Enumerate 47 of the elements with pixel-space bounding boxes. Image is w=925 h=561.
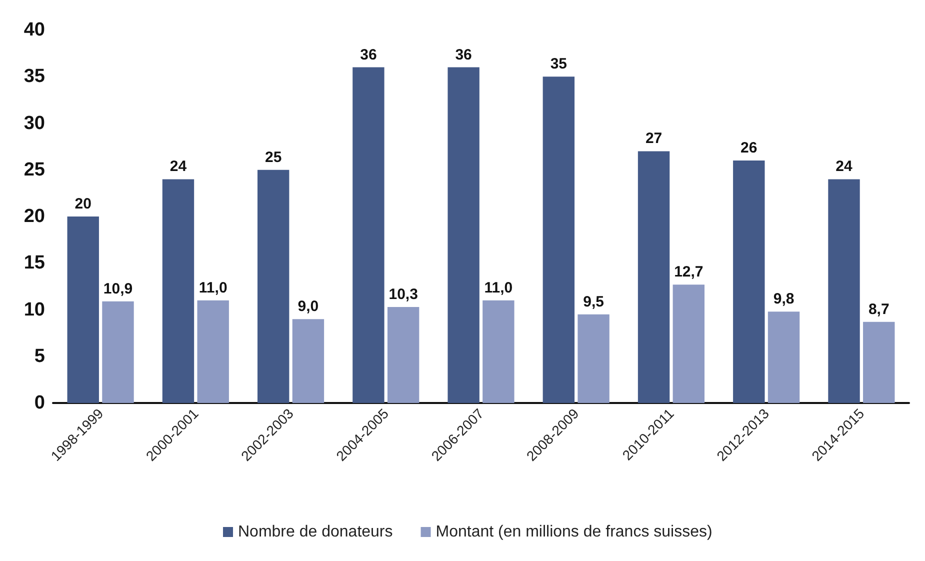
bar xyxy=(733,160,765,403)
bar xyxy=(292,319,324,403)
data-label: 10,9 xyxy=(103,280,133,298)
bar xyxy=(863,322,895,403)
data-label: 36 xyxy=(360,46,377,64)
data-label: 10,3 xyxy=(388,286,418,303)
bar xyxy=(352,67,384,403)
bar xyxy=(102,301,134,403)
bar xyxy=(768,312,800,403)
data-label: 35 xyxy=(550,56,568,73)
bar xyxy=(482,300,514,403)
bar xyxy=(672,284,705,403)
data-label: 9,0 xyxy=(298,298,319,316)
bar xyxy=(162,179,194,403)
y-tick-label: 0 xyxy=(34,392,45,414)
data-label: 24 xyxy=(836,158,854,176)
bar xyxy=(197,300,229,403)
bar xyxy=(542,76,575,403)
data-label: 36 xyxy=(455,46,472,64)
data-label: 9,8 xyxy=(773,290,794,308)
bar xyxy=(257,170,290,403)
bar xyxy=(828,179,860,403)
y-tick-label: 5 xyxy=(34,346,46,367)
data-label: 11,0 xyxy=(484,279,513,296)
y-tick-label: 25 xyxy=(24,159,46,180)
data-label: 8,7 xyxy=(868,300,890,318)
y-tick-label: 35 xyxy=(24,66,46,88)
data-label: 9,5 xyxy=(583,293,604,310)
data-label: 27 xyxy=(645,130,662,148)
data-label: 12,7 xyxy=(674,264,704,281)
y-tick-label: 40 xyxy=(24,20,45,40)
bar xyxy=(578,314,610,403)
data-label: 11,0 xyxy=(198,279,228,296)
data-label: 25 xyxy=(264,148,282,166)
legend-label: Montant (en millions de francs suisses) xyxy=(436,524,712,540)
legend-label: Nombre de donateurs xyxy=(238,524,393,540)
data-label: 24 xyxy=(170,158,188,176)
bar xyxy=(67,216,99,403)
bar xyxy=(448,67,480,403)
y-tick-label: 10 xyxy=(24,299,45,320)
bar xyxy=(638,151,670,403)
y-tick-label: 15 xyxy=(24,252,46,274)
data-label: 20 xyxy=(74,196,92,212)
data-label: 26 xyxy=(740,140,758,157)
bar xyxy=(387,306,420,403)
y-tick-label: 30 xyxy=(24,112,45,134)
y-tick-label: 20 xyxy=(24,206,45,227)
